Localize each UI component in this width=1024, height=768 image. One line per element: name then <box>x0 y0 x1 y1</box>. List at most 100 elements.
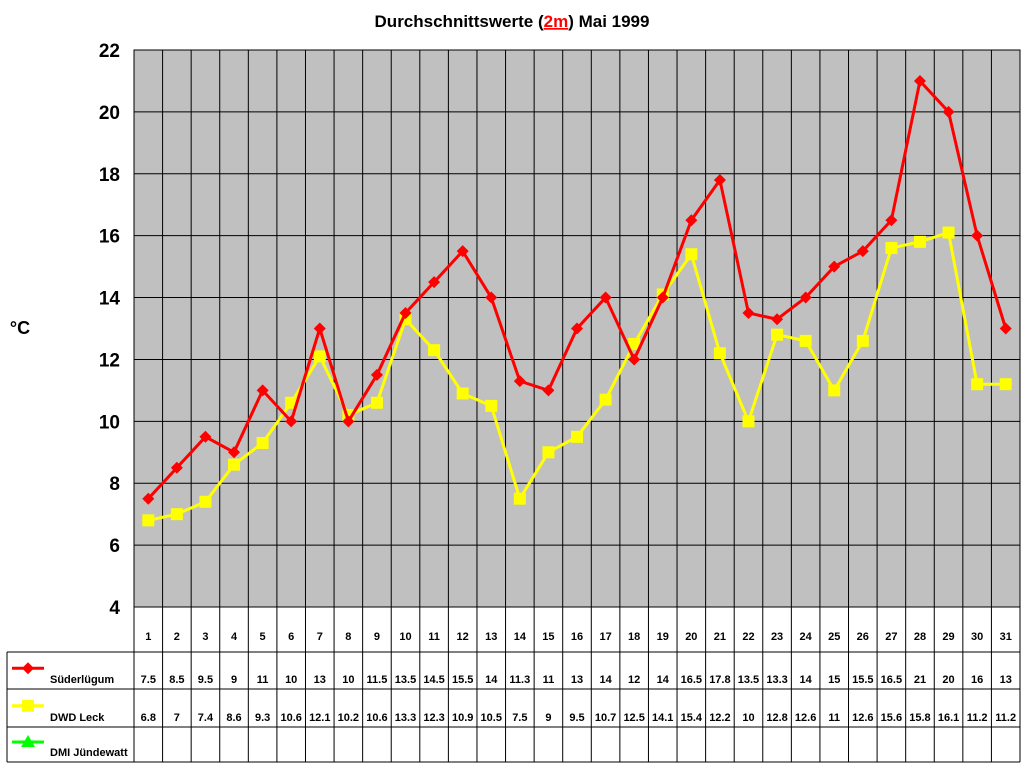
table-cell-value: 7 <box>174 712 180 724</box>
table-cell-value: 12.2 <box>709 712 730 724</box>
table-cell-value: 13.5 <box>395 674 416 686</box>
y-axis-label: °C <box>10 318 30 338</box>
table-cell-value: 14.5 <box>423 674 444 686</box>
table-cell-value: 12.3 <box>423 712 444 724</box>
table-cell-value: 10 <box>342 674 354 686</box>
diamond-marker <box>913 74 926 87</box>
table-header-day: 1 <box>145 631 151 643</box>
table-cell-value: 16.5 <box>881 674 902 686</box>
table-cell-value: 15.8 <box>909 712 930 724</box>
table-cell-value: 11 <box>257 674 269 686</box>
diamond-marker <box>22 662 34 675</box>
square-marker <box>228 458 241 471</box>
diamond-marker <box>656 291 669 304</box>
y-tick-label: 18 <box>99 165 120 186</box>
square-marker <box>885 242 898 255</box>
diamond-marker <box>370 368 383 381</box>
table-header-day: 9 <box>374 631 380 643</box>
table-header-day: 7 <box>317 631 323 643</box>
square-marker <box>942 226 955 239</box>
square-marker <box>22 699 34 712</box>
square-marker <box>370 396 383 409</box>
table-cell-value: 7.5 <box>512 712 527 724</box>
diamond-marker <box>285 415 298 428</box>
diamond-marker <box>485 291 498 304</box>
table-cell-value: 12.6 <box>795 712 816 724</box>
table-header-day: 6 <box>288 631 294 643</box>
table-header-day: 14 <box>514 631 527 643</box>
diamond-marker <box>742 307 755 320</box>
table-header-day: 22 <box>742 631 754 643</box>
table-header-day: 13 <box>485 631 497 643</box>
diamond-marker <box>456 245 469 258</box>
table-cell-value: 16 <box>971 674 983 686</box>
y-tick-label: 8 <box>109 474 120 495</box>
diamond-marker <box>828 260 841 273</box>
square-marker <box>285 396 298 409</box>
legend-label: DWD Leck <box>50 712 105 724</box>
table-cell-value: 10.7 <box>595 712 616 724</box>
table-cell-value: 9.3 <box>255 712 270 724</box>
diamond-marker <box>885 214 898 227</box>
table-cell-value: 13 <box>1000 674 1012 686</box>
square-marker <box>971 378 984 391</box>
table-header-day: 31 <box>1000 631 1012 643</box>
square-marker <box>771 328 784 341</box>
diamond-marker <box>685 214 698 227</box>
table-header-day: 30 <box>971 631 983 643</box>
table-cell-value: 14 <box>657 674 670 686</box>
table-cell-value: 9.5 <box>198 674 213 686</box>
table-header-day: 26 <box>857 631 869 643</box>
table-cell-value: 11.3 <box>509 674 530 686</box>
square-marker <box>999 378 1012 391</box>
square-marker <box>313 350 326 363</box>
table-cell-value: 12.1 <box>309 712 330 724</box>
table-cell-value: 16.1 <box>938 712 959 724</box>
table-header-day: 12 <box>457 631 469 643</box>
table-header-day: 3 <box>202 631 208 643</box>
square-marker <box>856 334 869 347</box>
diamond-marker <box>513 375 526 388</box>
diamond-marker <box>199 430 212 443</box>
table-cell-value: 7.5 <box>141 674 156 686</box>
table-cell-value: 15.5 <box>452 674 473 686</box>
table-cell-value: 10.2 <box>338 712 359 724</box>
table-cell-value: 13 <box>314 674 326 686</box>
table-header-day: 19 <box>657 631 669 643</box>
table-header-day: 8 <box>345 631 351 643</box>
table-cell-value: 10.6 <box>280 712 301 724</box>
table-cell-value: 20 <box>942 674 954 686</box>
diamond-marker <box>342 415 355 428</box>
diamond-marker <box>942 105 955 118</box>
legend-key-triangle <box>12 735 44 747</box>
table-header-day: 25 <box>828 631 840 643</box>
diamond-marker <box>771 313 784 326</box>
table-cell-value: 14 <box>599 674 612 686</box>
table-cell-value: 10.6 <box>366 712 387 724</box>
table-cell-value: 15.5 <box>852 674 873 686</box>
table-cell-value: 11 <box>828 712 840 724</box>
square-marker <box>599 393 612 406</box>
table-cell-value: 15.4 <box>681 712 703 724</box>
table-cell-value: 10.9 <box>452 712 473 724</box>
table-cell-value: 10 <box>285 674 297 686</box>
table-cell-value: 8.5 <box>169 674 184 686</box>
square-marker <box>542 446 555 459</box>
diamond-marker <box>571 322 583 335</box>
table-cell-value: 15 <box>828 674 840 686</box>
square-marker <box>571 430 583 443</box>
diamond-marker <box>971 229 984 242</box>
diamond-marker <box>713 173 726 186</box>
table-cell-value: 10 <box>742 712 754 724</box>
diamond-marker <box>999 322 1012 335</box>
table-header-day: 18 <box>628 631 640 643</box>
square-marker <box>913 235 926 248</box>
diamond-marker <box>228 446 241 459</box>
table-cell-value: 9 <box>231 674 237 686</box>
table-cell-value: 11 <box>543 674 555 686</box>
table-cell-value: 11.2 <box>995 712 1016 724</box>
y-tick-label: 16 <box>99 227 120 248</box>
legend-label: DMI Jündewatt <box>50 747 128 759</box>
y-tick-label: 14 <box>99 289 121 310</box>
